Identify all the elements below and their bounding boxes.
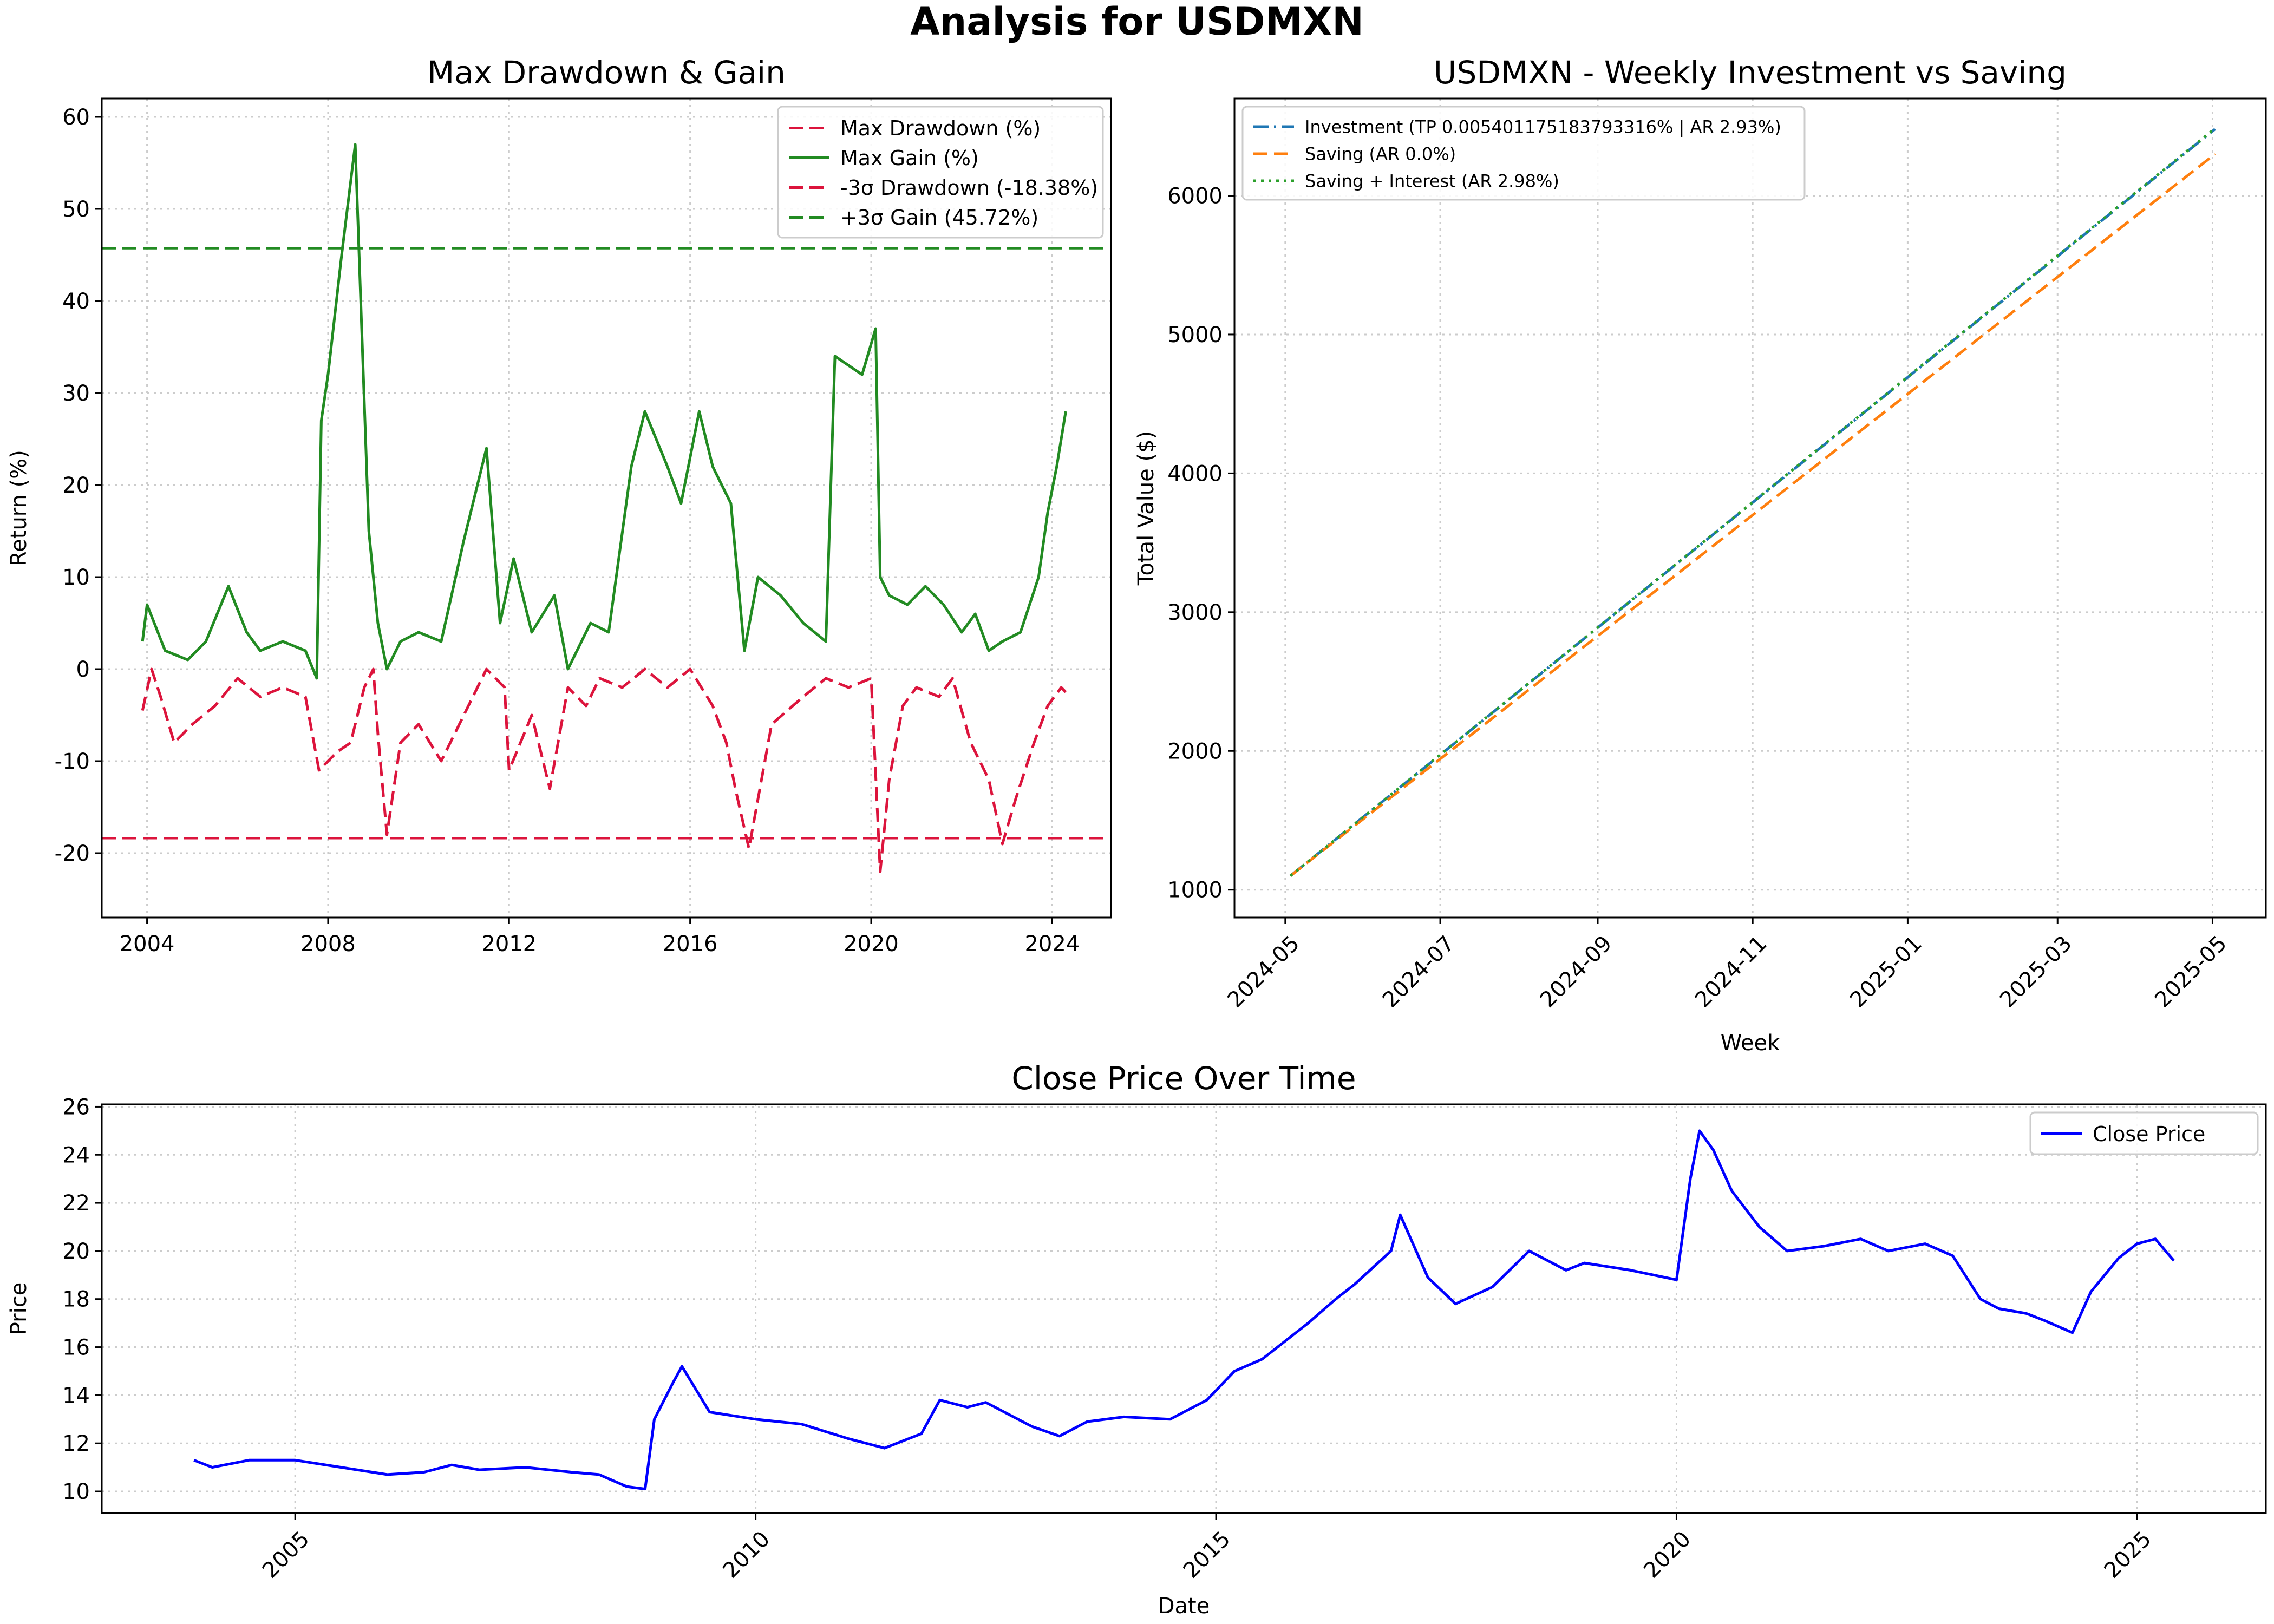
investment-saving-chart: 2024-05 2024-07 2024-09 2024-11 2025-01 2025-… <box>1134 54 2267 1056</box>
x-tick-label: 2012 <box>481 932 537 957</box>
x-tick-label: 2024-05 <box>1223 931 1305 1013</box>
legend-box <box>1241 106 1806 201</box>
y-tick-label: 20 <box>62 1239 90 1264</box>
legend-label: Saving (AR 0.0%) <box>1305 144 1456 165</box>
y-tick-label: -20 <box>55 841 90 866</box>
x-tick-label: 2005 <box>258 1527 315 1583</box>
y-tick-label: 10 <box>62 565 90 590</box>
y-tick-label: 26 <box>62 1095 90 1119</box>
y-axis-label: Return (%) <box>6 450 31 566</box>
y-tick-label: 1000 <box>1167 878 1223 903</box>
y-axis-label: Price <box>6 1282 31 1335</box>
x-tick-label: 2024 <box>1024 932 1080 957</box>
y-tick-label: 18 <box>62 1287 90 1312</box>
x-tick-label: 2024-09 <box>1535 931 1617 1013</box>
series-line <box>1289 127 2216 878</box>
x-tick-label: 2025-05 <box>2150 931 2232 1013</box>
y-tick-label: 24 <box>62 1143 90 1168</box>
legend-label: Max Gain (%) <box>840 146 979 170</box>
legend: Max Drawdown (%) Max Gain (%) -3σ Drawdown… <box>777 106 1104 239</box>
series-line <box>193 1129 2175 1491</box>
y-tick-label: 3000 <box>1167 600 1223 625</box>
x-tick-label: 2020 <box>1639 1527 1696 1583</box>
y-tick-label: 5000 <box>1167 323 1223 348</box>
x-tick-label: 2024-11 <box>1690 931 1772 1013</box>
x-tick-label: 2015 <box>1179 1527 1236 1583</box>
plot-frame <box>101 1103 2267 1514</box>
y-axis-label: Total Value ($) <box>1134 431 1159 586</box>
plot-frame <box>101 97 1112 919</box>
x-tick-label: 2025-01 <box>1845 931 1927 1013</box>
legend-label: Saving + Interest (AR 2.98%) <box>1305 171 1559 192</box>
x-tick-label: 2025-03 <box>1995 931 2077 1013</box>
y-tick-label: 30 <box>62 381 90 406</box>
series-line <box>141 143 1067 680</box>
y-tick-label: -10 <box>55 749 90 774</box>
x-tick-label: 2020 <box>844 932 899 957</box>
chart-title: Max Drawdown & Gain <box>427 54 786 91</box>
chart-title: USDMXN - Weekly Investment vs Saving <box>1434 54 2067 91</box>
y-tick-label: 14 <box>62 1383 90 1408</box>
y-tick-label: 2000 <box>1167 739 1223 764</box>
y-tick-label: 60 <box>62 105 90 130</box>
x-tick-label: 2010 <box>718 1527 775 1583</box>
y-tick-label: 16 <box>62 1335 90 1360</box>
x-tick-label: 2024-07 <box>1378 931 1460 1013</box>
x-axis-label: Date <box>1158 1594 1210 1619</box>
series-line <box>141 667 1067 873</box>
drawdown-gain-chart: 2004 2008 2012 2016 2020 2024 -20 -10 0 10 20 30 40 5… <box>6 54 1112 957</box>
x-tick-label: 2004 <box>120 932 175 957</box>
y-tick-label: 12 <box>62 1431 90 1456</box>
figure-title: Analysis for USDMXN <box>910 0 1364 44</box>
legend-label: -3σ Drawdown (-18.38%) <box>840 176 1098 200</box>
y-tick-label: 10 <box>62 1479 90 1504</box>
y-tick-label: 4000 <box>1167 461 1223 486</box>
y-tick-label: 50 <box>62 197 90 222</box>
legend: Investment (TP 0.005401175183793316% | A… <box>1241 106 1806 201</box>
series-line <box>1289 153 2216 878</box>
legend-label: Max Drawdown (%) <box>840 116 1041 140</box>
legend-label: Close Price <box>2093 1122 2205 1146</box>
x-tick-label: 2025 <box>2100 1527 2157 1583</box>
y-tick-label: 0 <box>76 657 90 682</box>
y-tick-label: 22 <box>62 1191 90 1216</box>
legend-label: Investment (TP 0.005401175183793316% | A… <box>1305 117 1781 137</box>
close-price-chart: 2005 2010 2015 2020 2025 10 12 14 16 18 20 22 24 26 Cl… <box>6 1060 2267 1619</box>
legend-box <box>777 106 1104 239</box>
chart-title: Close Price Over Time <box>1011 1060 1356 1097</box>
plot-frame <box>1233 97 2267 919</box>
x-axis-label: Week <box>1721 1031 1780 1056</box>
y-tick-label: 20 <box>62 473 90 498</box>
x-tick-label: 2016 <box>663 932 718 957</box>
x-tick-label: 2008 <box>300 932 356 957</box>
y-tick-label: 40 <box>62 289 90 314</box>
legend-box <box>2029 1111 2259 1155</box>
y-tick-label: 6000 <box>1167 184 1223 209</box>
legend: Close Price <box>2029 1111 2259 1155</box>
legend-label: +3σ Gain (45.72%) <box>840 206 1038 230</box>
